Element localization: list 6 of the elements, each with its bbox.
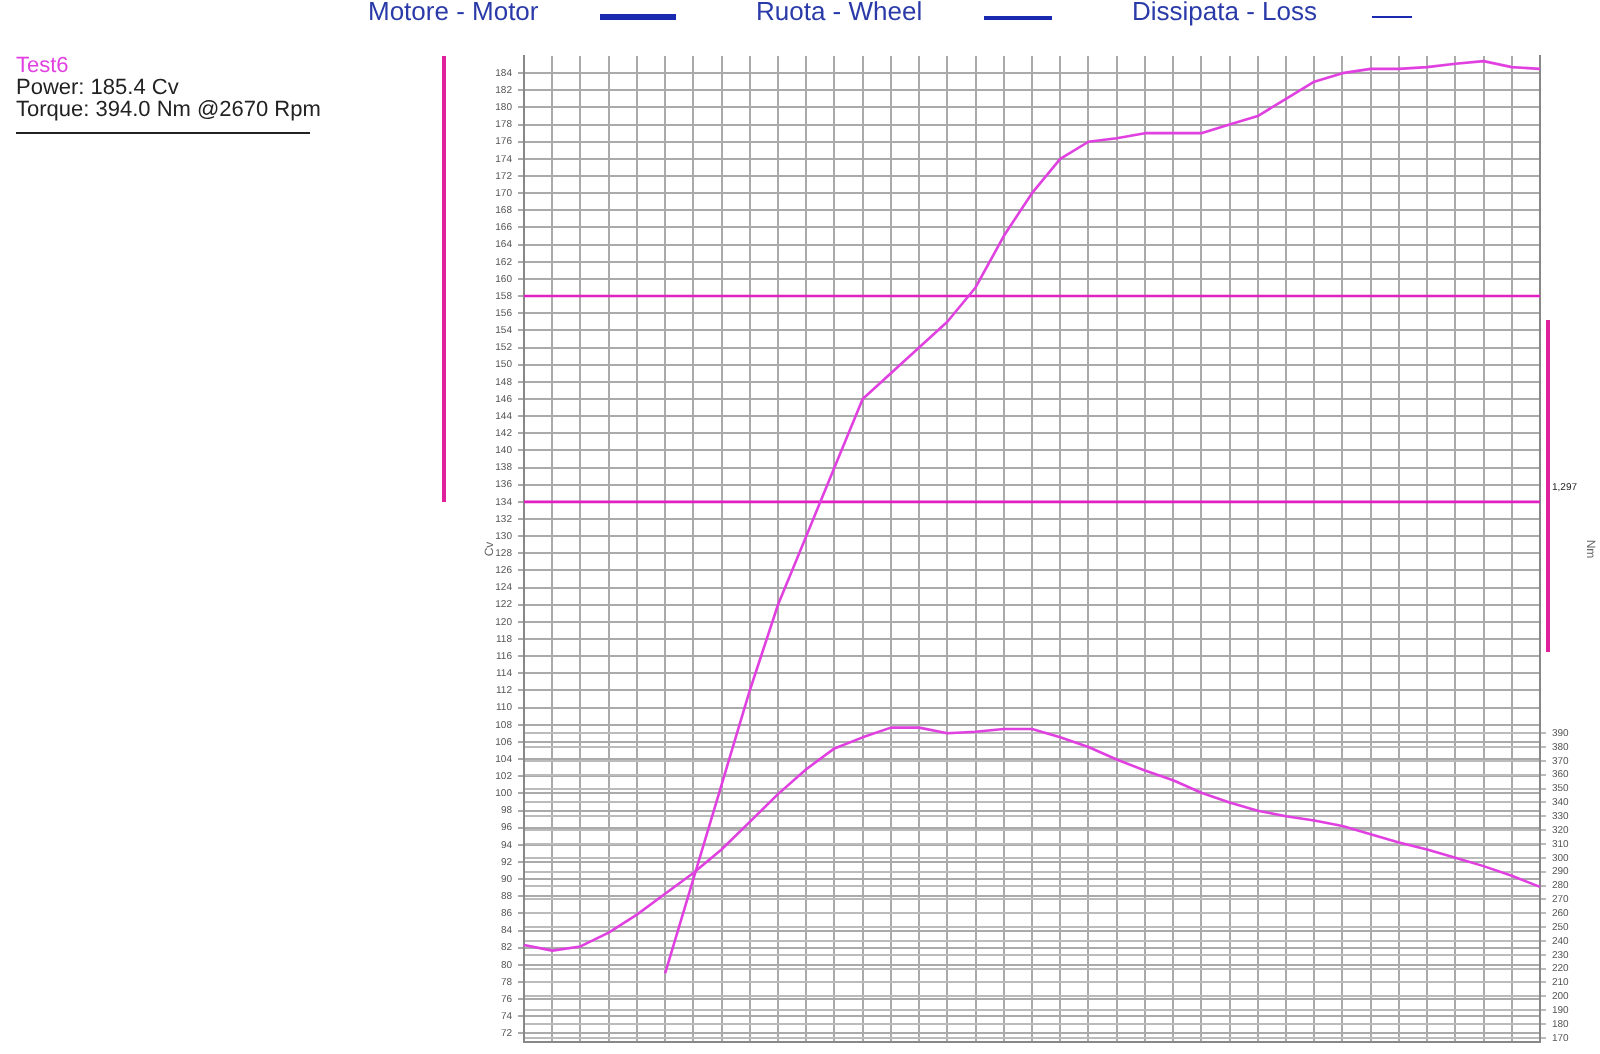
text: Motore - Motor [368,0,539,26]
text: Torque: 394.0 Nm @2670 Rpm [16,98,321,122]
text: Dissipata - Loss [1132,0,1317,26]
text: Ruota - Wheel [756,0,923,26]
text: Power: 185.4 Cv [16,76,179,100]
text: Test6 [16,54,69,78]
